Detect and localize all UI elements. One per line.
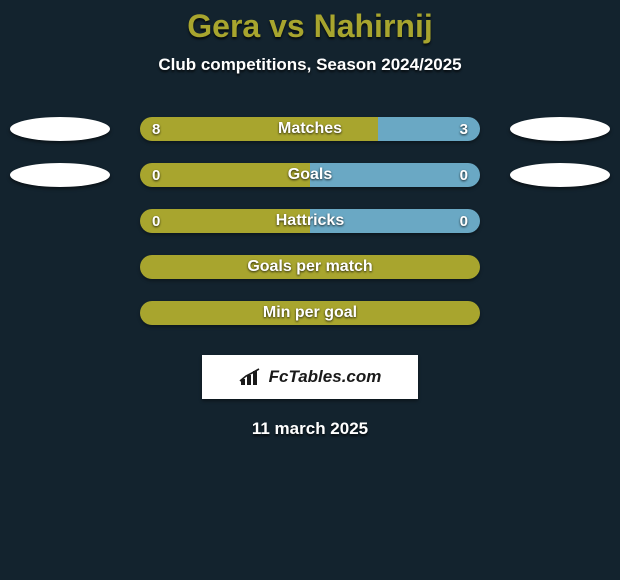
- right-bubble: [510, 163, 610, 187]
- logo-text: FcTables.com: [269, 367, 382, 387]
- stat-bar: Min per goal: [140, 301, 480, 325]
- bar-right-fill: [310, 163, 480, 187]
- bar-left-fill: [140, 163, 310, 187]
- stat-row: 8 3 Matches: [10, 117, 610, 141]
- bar-left-fill: [140, 209, 310, 233]
- page-subtitle: Club competitions, Season 2024/2025: [158, 55, 461, 75]
- bar-right-fill: [310, 209, 480, 233]
- bar-chart-icon: [239, 367, 263, 387]
- stat-row: 0 0 Hattricks: [10, 209, 610, 233]
- stat-bar: 8 3 Matches: [140, 117, 480, 141]
- stat-row: Goals per match: [10, 255, 610, 279]
- left-bubble: [10, 163, 110, 187]
- bar-full-fill: [140, 301, 480, 325]
- stat-bar: 0 0 Hattricks: [140, 209, 480, 233]
- logo-box: FcTables.com: [202, 355, 418, 399]
- stats-rows: 8 3 Matches 0 0 Goals 0: [0, 117, 620, 325]
- bar-left-fill: [140, 117, 378, 141]
- stat-bar: Goals per match: [140, 255, 480, 279]
- bar-right-fill: [378, 117, 480, 141]
- right-bubble: [510, 117, 610, 141]
- bar-full-fill: [140, 255, 480, 279]
- page-title: Gera vs Nahirnij: [187, 8, 432, 45]
- stat-row: 0 0 Goals: [10, 163, 610, 187]
- left-bubble: [10, 117, 110, 141]
- stat-row: Min per goal: [10, 301, 610, 325]
- stat-bar: 0 0 Goals: [140, 163, 480, 187]
- footer-date: 11 march 2025: [252, 419, 368, 439]
